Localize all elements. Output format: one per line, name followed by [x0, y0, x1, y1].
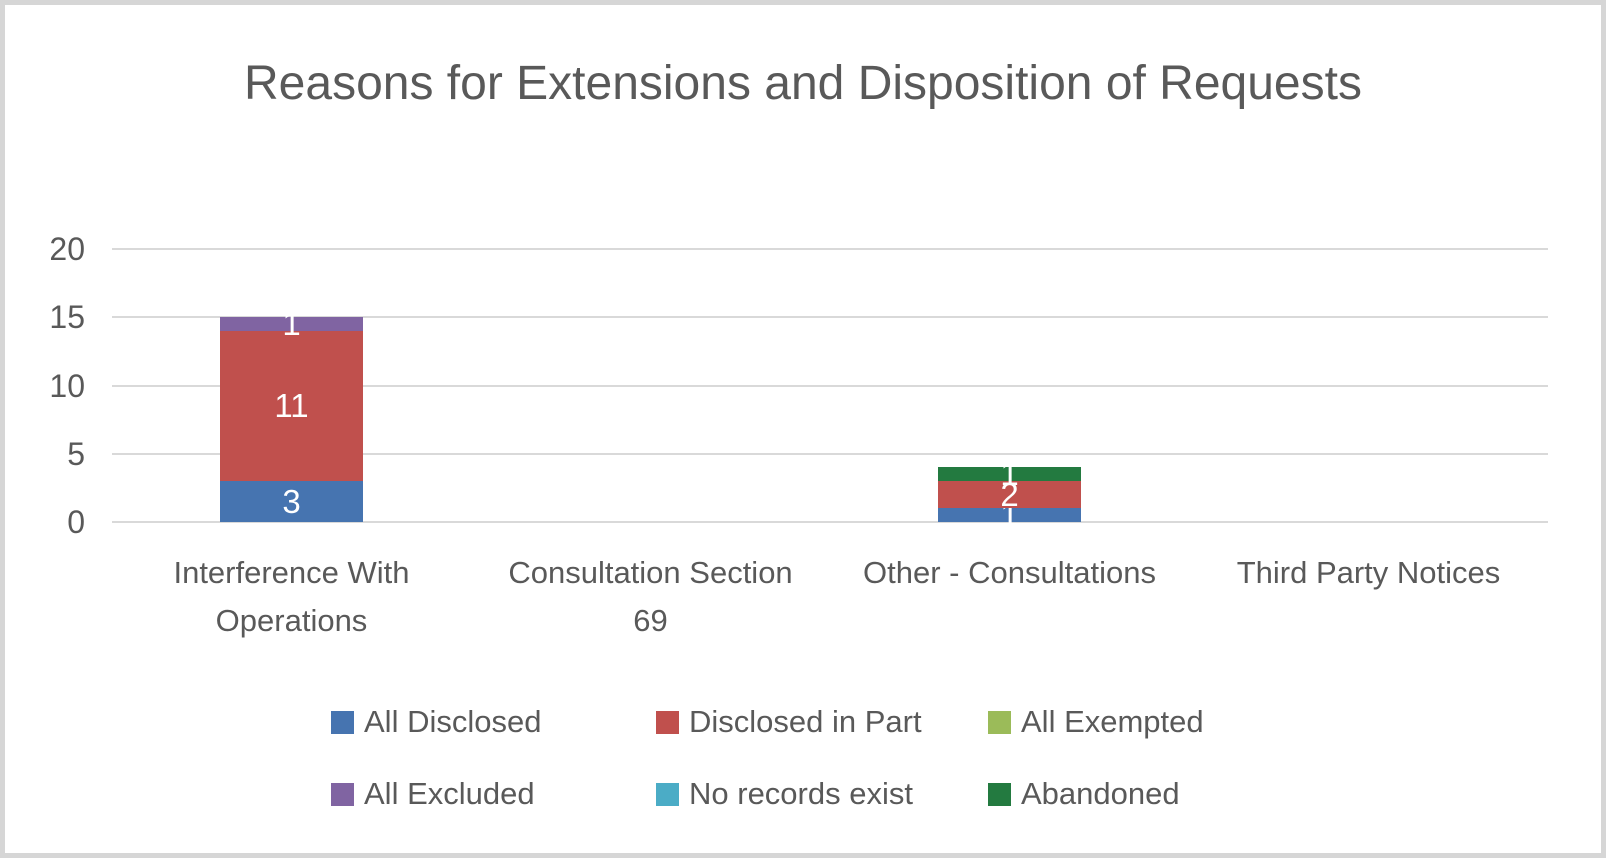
legend-item-all-exempted: All Exempted [988, 704, 1204, 740]
y-axis-tick-label: 15 [49, 299, 85, 336]
legend-swatch-all-excluded [331, 782, 354, 806]
gridline-y-15 [112, 316, 1548, 319]
bar-value-label: 1 [1000, 455, 1019, 493]
legend-swatch-all-exempted [988, 710, 1011, 734]
legend-item-disclosed-in-part: Disclosed in Part [656, 704, 922, 740]
legend-label: Disclosed in Part [689, 704, 922, 739]
legend-swatch-abandoned [988, 782, 1011, 806]
x-axis-category-label-consultation-section-69: Consultation Section 69 [508, 555, 793, 638]
y-axis-tick-label: 5 [67, 435, 85, 472]
legend-swatch-disclosed-in-part [656, 710, 679, 734]
y-axis-tick-label: 10 [49, 367, 85, 404]
legend-label: No records exist [689, 776, 913, 811]
chart-title: Reasons for Extensions and Disposition o… [244, 57, 1362, 110]
bar-segment-disclosed-in-part-other-consultations [938, 481, 1081, 509]
legend-label: All Excluded [364, 776, 535, 811]
bar-value-label: 1 [282, 305, 301, 343]
bar-value-label: 3 [282, 482, 301, 520]
legend-label: Abandoned [1021, 776, 1180, 811]
bar-segment-all-excluded-interference-with-operations [220, 317, 363, 331]
gridline-y-10 [112, 384, 1548, 387]
bar-segment-all-disclosed-interference-with-operations [220, 481, 363, 522]
bar-value-label: 11 [274, 386, 309, 424]
gridline-y-5 [112, 452, 1548, 455]
legend-swatch-all-disclosed [331, 710, 354, 734]
x-axis-category-label-third-party-notices: Third Party Notices [1236, 555, 1501, 590]
gridline-y-0 [112, 521, 1548, 523]
bar-segment-all-disclosed-other-consultations [938, 508, 1081, 522]
bar-segment-disclosed-in-part-interference-with-operations [220, 330, 363, 482]
legend-item-abandoned: Abandoned [988, 776, 1180, 812]
y-axis-tick-label: 0 [67, 504, 85, 540]
x-axis-category-label-other-consultations: Other - Consultations [863, 555, 1156, 590]
bar-value-label: 2 [1000, 475, 1019, 513]
y-axis-tick-label: 20 [49, 231, 85, 267]
bar-segment-abandoned-other-consultations [938, 467, 1081, 482]
legend-item-no-records-exist: No records exist [656, 776, 913, 812]
legend-item-all-disclosed: All Disclosed [331, 704, 541, 740]
legend-swatch-no-records-exist [656, 782, 679, 806]
legend-item-all-excluded: All Excluded [331, 776, 535, 812]
legend-label: All Exempted [1021, 704, 1204, 739]
x-axis-category-label-interference-with-operations: Interference With Operations [173, 555, 410, 638]
legend-label: All Disclosed [364, 704, 542, 739]
gridline-y-20 [112, 248, 1548, 250]
